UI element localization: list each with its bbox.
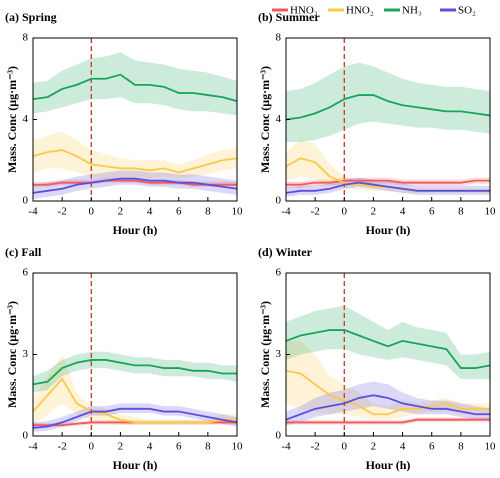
y-tick-label: 4 [276,113,282,125]
series-line [285,329,491,369]
y-tick-label: 6 [23,267,29,279]
series-line [286,179,490,186]
legend-label: HNO₂ [346,5,374,17]
x-tick-label: 0 [89,441,95,453]
series-line [285,369,490,416]
band [286,340,490,420]
x-tick-label: 6 [176,206,182,218]
x-tick-label: -4 [28,206,38,218]
x-tick-label: 10 [232,441,244,453]
series-line [32,377,237,424]
y-tick-label: 6 [276,267,282,279]
x-tick-label: 10 [485,441,497,453]
series-line [285,94,491,121]
x-tick-label: 0 [342,441,348,453]
panel-title: (b) Summer [258,10,320,24]
series-line [32,73,238,103]
x-tick-label: 2 [371,206,377,218]
legend-label: NH₃ [402,5,422,17]
x-tick-label: 10 [232,206,244,218]
series-line [32,359,237,386]
y-tick-label: 3 [23,348,29,360]
x-tick-label: 8 [205,206,211,218]
x-axis-label: Hour (h) [113,458,158,472]
x-axis-label: Hour (h) [366,223,411,237]
x-tick-label: -2 [311,441,320,453]
x-tick-label: 6 [176,441,182,453]
x-axis-label: Hour (h) [113,223,158,237]
band [33,170,237,199]
x-tick-label: 2 [118,206,124,218]
x-tick-label: 4 [400,206,406,218]
x-tick-label: 2 [371,441,377,453]
y-axis-label: Mass. Conc (μg·m⁻³) [258,66,272,173]
x-tick-label: 4 [147,441,153,453]
y-axis-label: Mass. Conc (μg·m⁻³) [258,301,272,408]
x-tick-label: 4 [400,441,406,453]
legend-label: HNO₃ [290,5,318,17]
panel-title: (a) Spring [5,10,57,24]
band [286,305,490,379]
band [286,381,490,426]
panel-title: (c) Fall [5,245,42,259]
x-tick-label: -2 [58,441,67,453]
x-tick-label: 0 [342,206,348,218]
x-tick-label: 10 [485,206,497,218]
y-tick-label: 0 [23,195,29,207]
series-line [32,177,238,194]
y-tick-label: 3 [276,348,282,360]
x-tick-label: 8 [458,206,464,218]
x-tick-label: -4 [281,441,291,453]
x-tick-label: -4 [28,441,38,453]
x-tick-label: -2 [58,206,67,218]
x-tick-label: 4 [147,206,153,218]
x-tick-label: -2 [311,206,320,218]
x-tick-label: -4 [281,206,291,218]
x-tick-label: 2 [118,441,124,453]
x-axis-label: Hour (h) [366,458,411,472]
y-tick-label: 0 [23,430,29,442]
y-tick-label: 0 [276,195,282,207]
series-line [285,394,490,421]
x-tick-label: 8 [205,441,211,453]
x-tick-label: 8 [458,441,464,453]
x-tick-label: 6 [429,441,435,453]
series-line [32,407,238,429]
legend-label: SO₂ [458,5,476,17]
series-line [286,418,490,424]
panel-title: (d) Winter [258,245,313,259]
band [286,62,490,142]
y-axis-label: Mass. Conc (μg·m⁻³) [5,66,19,173]
series-line [32,149,238,174]
y-tick-label: 8 [276,32,282,44]
y-tick-label: 4 [23,113,29,125]
band [33,403,237,432]
series-line [285,181,490,194]
x-tick-label: 0 [89,206,95,218]
x-tick-label: 6 [429,206,435,218]
band [33,131,237,179]
y-axis-label: Mass. Conc (μg·m⁻³) [5,301,19,408]
y-tick-label: 8 [23,32,29,44]
y-tick-label: 0 [276,430,282,442]
